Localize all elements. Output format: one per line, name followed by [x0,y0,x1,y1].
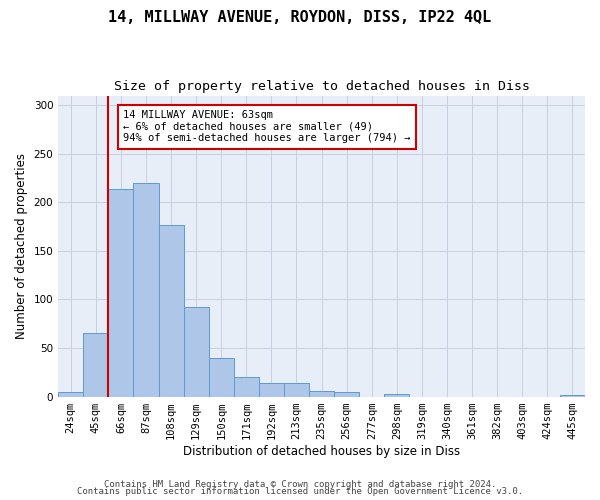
Bar [284,383,309,396]
Y-axis label: Number of detached properties: Number of detached properties [15,153,28,339]
Text: 14, MILLWAY AVENUE, ROYDON, DISS, IP22 4QL: 14, MILLWAY AVENUE, ROYDON, DISS, IP22 4… [109,10,491,25]
X-axis label: Distribution of detached houses by size in Diss: Distribution of detached houses by size … [183,444,460,458]
Text: 14 MILLWAY AVENUE: 63sqm
← 6% of detached houses are smaller (49)
94% of semi-de: 14 MILLWAY AVENUE: 63sqm ← 6% of detache… [124,110,411,144]
Bar [133,183,158,396]
Bar [560,394,585,396]
Title: Size of property relative to detached houses in Diss: Size of property relative to detached ho… [113,80,530,93]
Bar [83,334,109,396]
Bar [385,394,409,396]
Bar [158,224,184,396]
Bar [234,377,259,396]
Text: Contains HM Land Registry data © Crown copyright and database right 2024.: Contains HM Land Registry data © Crown c… [104,480,496,489]
Text: Contains public sector information licensed under the Open Government Licence v3: Contains public sector information licen… [77,488,523,496]
Bar [109,189,133,396]
Bar [58,392,83,396]
Bar [309,391,334,396]
Bar [334,392,359,396]
Bar [209,358,234,397]
Bar [259,383,284,396]
Bar [184,307,209,396]
